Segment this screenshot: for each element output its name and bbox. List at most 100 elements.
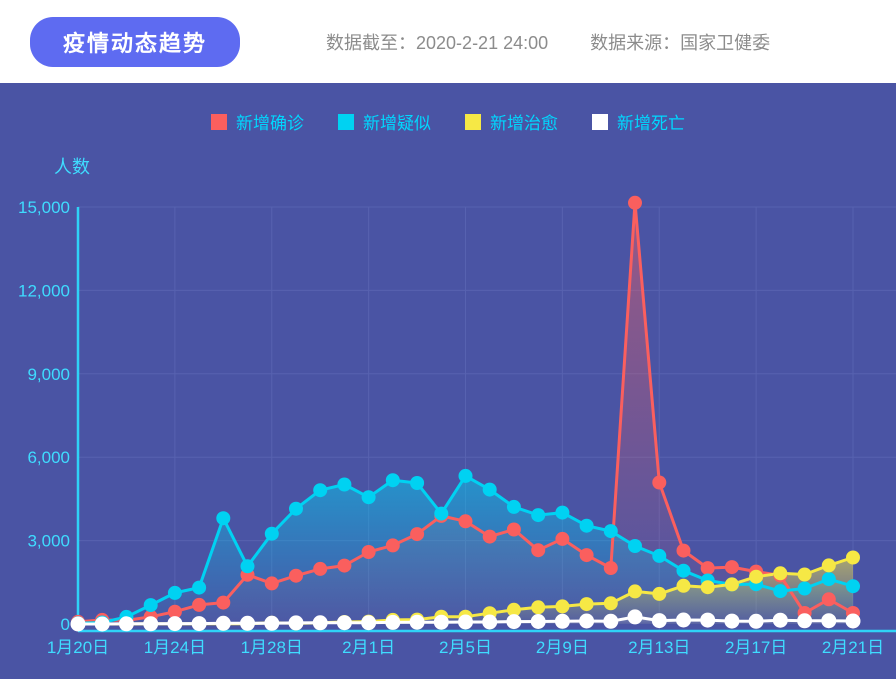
- data-point[interactable]: [724, 577, 739, 592]
- data-point[interactable]: [167, 616, 183, 632]
- data-point[interactable]: [506, 614, 522, 630]
- data-point[interactable]: [555, 599, 570, 614]
- data-point[interactable]: [288, 615, 304, 631]
- data-point[interactable]: [700, 561, 715, 576]
- data-point[interactable]: [458, 514, 473, 529]
- chart-title-badge[interactable]: 疫情动态趋势: [30, 16, 241, 67]
- data-point[interactable]: [797, 567, 812, 582]
- data-point[interactable]: [628, 195, 642, 210]
- data-point[interactable]: [579, 613, 595, 629]
- data-point[interactable]: [118, 616, 134, 632]
- data-point[interactable]: [676, 543, 691, 558]
- data-point[interactable]: [264, 615, 280, 631]
- data-point[interactable]: [700, 612, 716, 628]
- data-point[interactable]: [652, 586, 667, 601]
- data-point[interactable]: [167, 585, 182, 600]
- data-point[interactable]: [433, 614, 449, 630]
- data-point[interactable]: [143, 598, 158, 613]
- data-point[interactable]: [313, 483, 328, 498]
- data-point[interactable]: [506, 499, 521, 514]
- data-point[interactable]: [361, 545, 376, 559]
- data-point[interactable]: [531, 543, 546, 558]
- data-point[interactable]: [191, 616, 207, 632]
- data-point[interactable]: [192, 580, 207, 595]
- data-point[interactable]: [773, 584, 788, 599]
- data-point[interactable]: [215, 615, 231, 631]
- data-point[interactable]: [458, 614, 473, 630]
- data-point[interactable]: [506, 602, 521, 617]
- data-point[interactable]: [192, 597, 207, 612]
- data-point[interactable]: [603, 613, 619, 629]
- data-point[interactable]: [361, 490, 376, 505]
- data-point[interactable]: [337, 558, 352, 573]
- data-point[interactable]: [216, 595, 231, 610]
- data-point[interactable]: [579, 518, 594, 533]
- data-point[interactable]: [651, 613, 667, 629]
- data-point[interactable]: [846, 579, 860, 594]
- data-point[interactable]: [603, 561, 618, 575]
- data-point[interactable]: [482, 529, 497, 544]
- data-point[interactable]: [530, 614, 546, 629]
- legend-item-confirmed[interactable]: 新增确诊: [211, 109, 304, 134]
- data-point[interactable]: [821, 592, 836, 607]
- data-point[interactable]: [506, 522, 521, 537]
- legend-item-death[interactable]: 新增死亡: [592, 109, 685, 134]
- data-point[interactable]: [627, 609, 643, 625]
- data-point[interactable]: [628, 539, 642, 553]
- legend-item-suspected[interactable]: 新增疑似: [338, 109, 431, 134]
- data-point[interactable]: [264, 526, 279, 541]
- data-point[interactable]: [289, 501, 303, 516]
- data-point[interactable]: [797, 581, 812, 596]
- data-point[interactable]: [676, 612, 691, 628]
- data-point[interactable]: [676, 563, 691, 578]
- data-point[interactable]: [845, 613, 861, 629]
- data-point[interactable]: [312, 615, 328, 631]
- data-point[interactable]: [410, 527, 425, 542]
- data-point[interactable]: [289, 568, 303, 583]
- data-point[interactable]: [385, 538, 400, 553]
- data-point[interactable]: [603, 596, 618, 611]
- points-death[interactable]: [70, 609, 861, 632]
- data-point[interactable]: [579, 597, 594, 612]
- data-point[interactable]: [821, 572, 836, 587]
- data-point[interactable]: [240, 615, 255, 631]
- data-point[interactable]: [603, 524, 618, 539]
- data-point[interactable]: [555, 505, 570, 520]
- data-point[interactable]: [748, 613, 764, 629]
- data-point[interactable]: [797, 613, 813, 629]
- data-point[interactable]: [652, 548, 667, 563]
- data-point[interactable]: [846, 550, 860, 565]
- data-point[interactable]: [676, 578, 691, 593]
- data-point[interactable]: [361, 615, 377, 631]
- data-point[interactable]: [772, 612, 788, 628]
- data-point[interactable]: [240, 559, 255, 574]
- data-point[interactable]: [143, 616, 159, 632]
- data-point[interactable]: [94, 616, 110, 632]
- data-point[interactable]: [337, 477, 352, 492]
- data-point[interactable]: [773, 566, 788, 581]
- data-point[interactable]: [385, 473, 400, 488]
- data-point[interactable]: [482, 614, 498, 630]
- data-point[interactable]: [70, 616, 86, 632]
- data-point[interactable]: [409, 614, 425, 630]
- data-point[interactable]: [264, 576, 279, 591]
- data-point[interactable]: [652, 475, 667, 490]
- data-point[interactable]: [724, 613, 740, 629]
- data-point[interactable]: [724, 560, 739, 575]
- data-point[interactable]: [579, 548, 594, 563]
- data-point[interactable]: [385, 614, 401, 630]
- data-point[interactable]: [216, 511, 231, 526]
- data-point[interactable]: [531, 508, 546, 523]
- data-point[interactable]: [410, 476, 425, 490]
- data-point[interactable]: [313, 561, 328, 576]
- data-point[interactable]: [749, 569, 764, 584]
- data-point[interactable]: [458, 468, 473, 483]
- legend-item-cured[interactable]: 新增治愈: [465, 109, 558, 134]
- data-point[interactable]: [555, 531, 570, 546]
- data-point[interactable]: [821, 558, 836, 573]
- data-point[interactable]: [482, 482, 497, 497]
- data-point[interactable]: [336, 615, 352, 631]
- data-point[interactable]: [434, 506, 449, 521]
- data-point[interactable]: [821, 613, 837, 629]
- data-point[interactable]: [167, 604, 182, 619]
